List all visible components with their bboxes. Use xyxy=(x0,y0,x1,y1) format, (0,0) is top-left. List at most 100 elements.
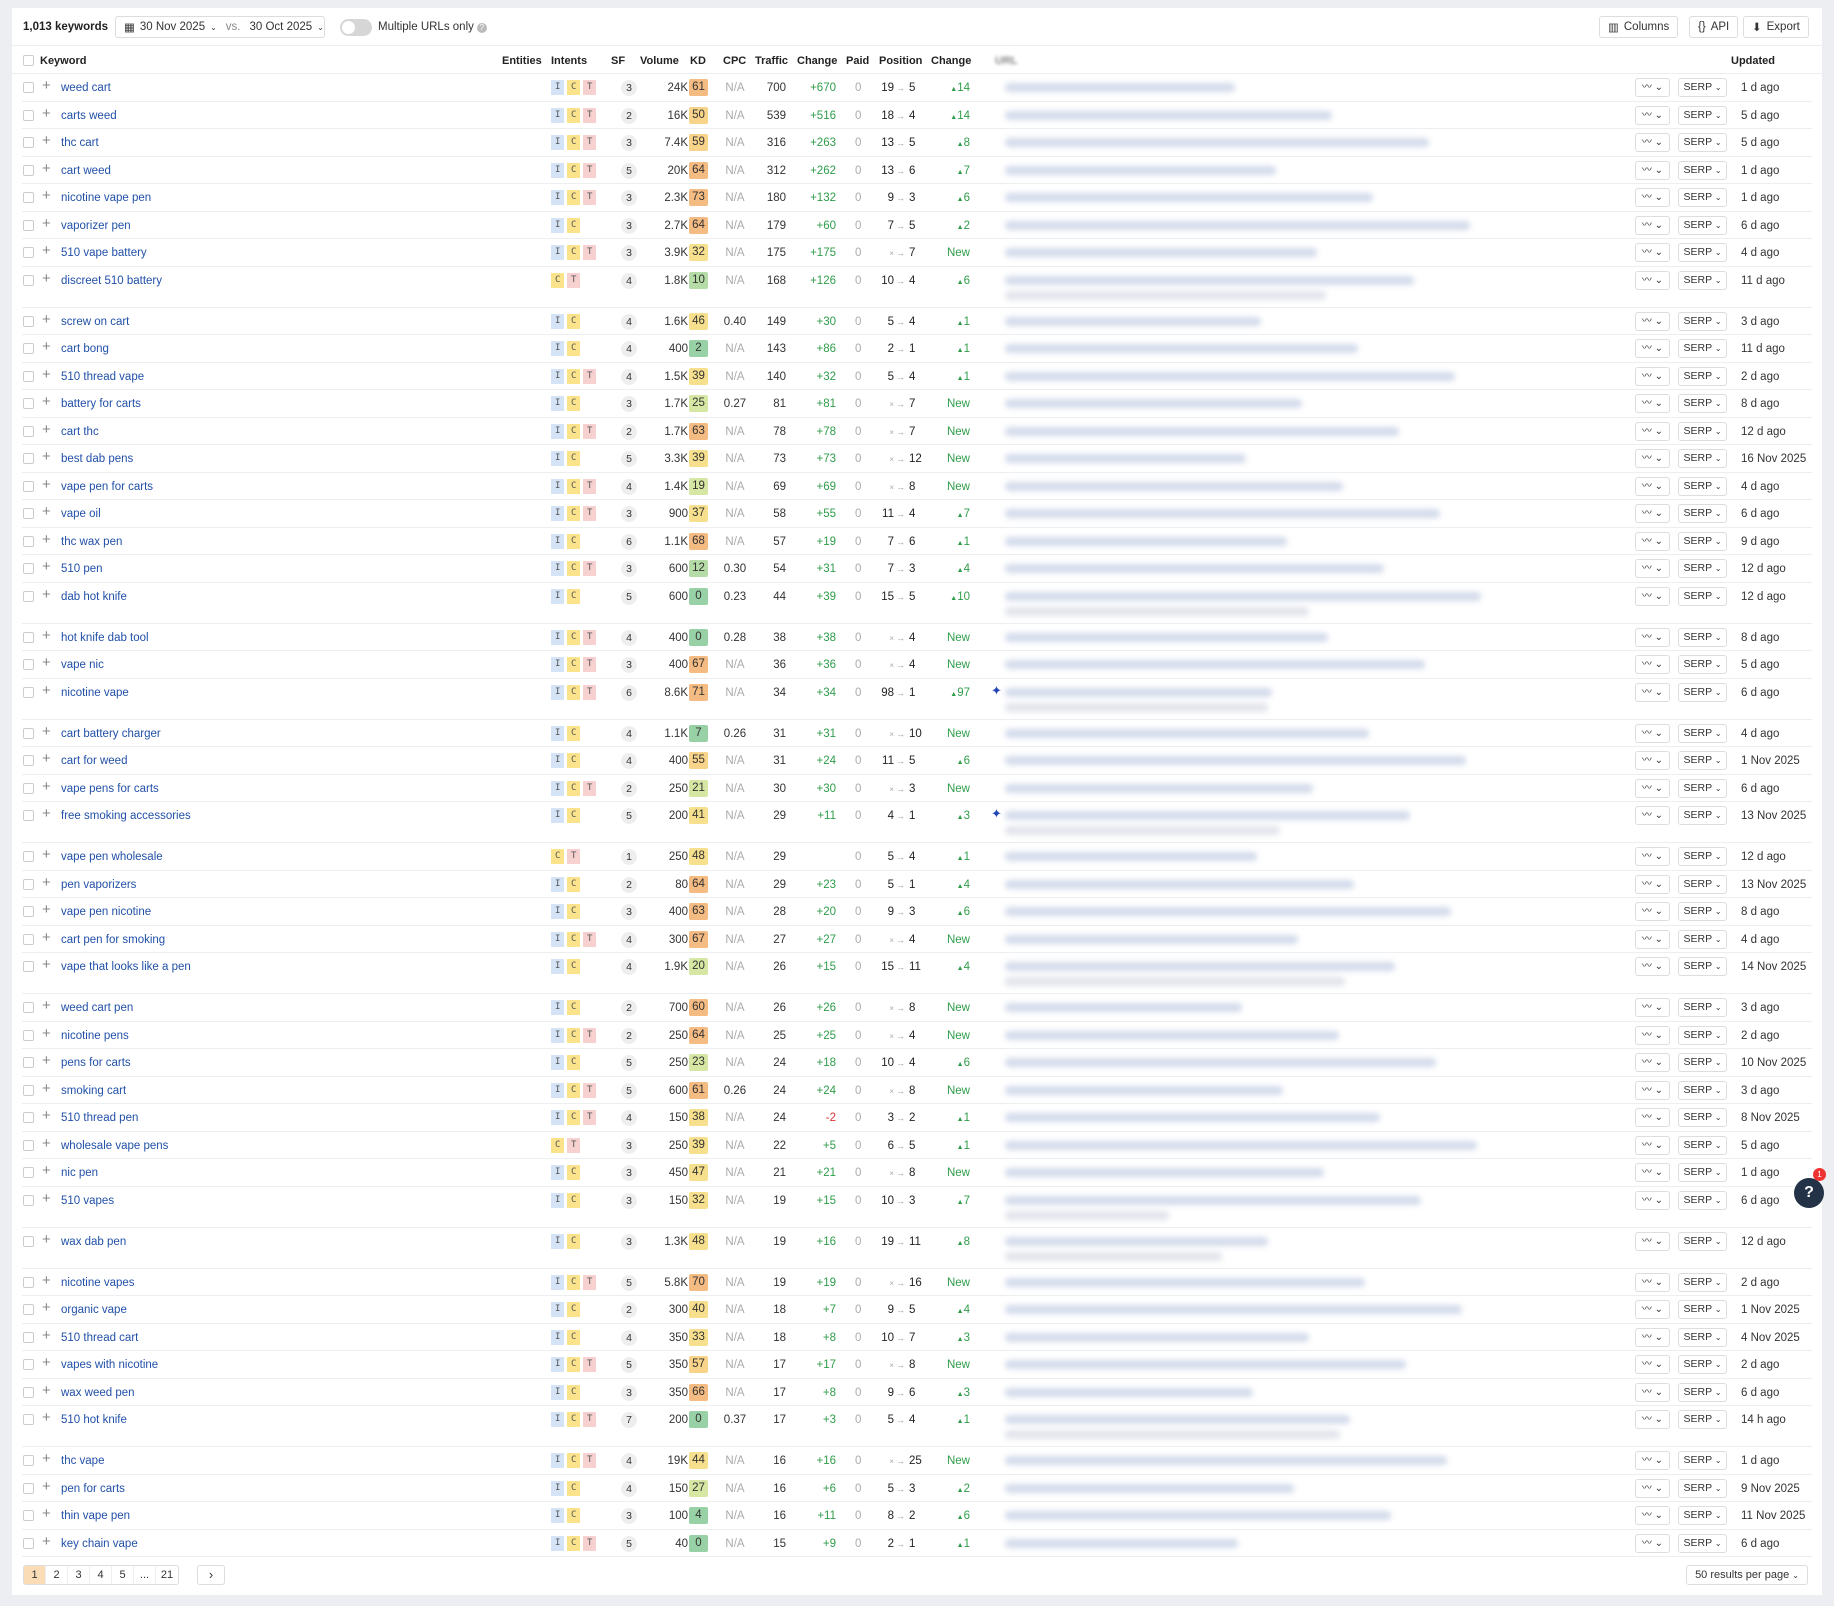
serp-features-count[interactable]: 3 xyxy=(621,80,637,96)
url-blurred[interactable] xyxy=(1005,756,1466,765)
serp-features-count[interactable]: 4 xyxy=(621,272,637,289)
row-checkbox[interactable] xyxy=(23,1167,34,1178)
row-checkbox[interactable] xyxy=(23,727,34,739)
add-to-list-icon[interactable]: + xyxy=(42,1189,51,1207)
keyword-link[interactable]: battery for carts xyxy=(61,398,141,410)
page-button[interactable]: 5 xyxy=(112,1566,134,1584)
row-checkbox[interactable] xyxy=(23,782,34,794)
header-entities[interactable]: Entities xyxy=(502,55,542,67)
url-blurred-secondary[interactable] xyxy=(1005,606,1309,616)
serp-button[interactable]: SERP ⌄ xyxy=(1678,243,1727,262)
url-blurred[interactable] xyxy=(1005,165,1276,175)
row-checkbox[interactable] xyxy=(23,1112,34,1123)
trend-chart-button[interactable]: 〰 ⌄ xyxy=(1635,627,1670,647)
keyword-link[interactable]: vape nic xyxy=(61,659,104,671)
serp-button[interactable]: SERP ⌄ xyxy=(1678,1355,1727,1374)
keyword-link[interactable]: thin vape pen xyxy=(61,1510,131,1522)
keyword-link[interactable]: carts weed xyxy=(61,109,117,122)
url-blurred[interactable] xyxy=(1005,193,1373,202)
serp-features-count[interactable]: 4 xyxy=(621,478,637,495)
row-checkbox[interactable] xyxy=(23,878,34,890)
url-blurred[interactable] xyxy=(1005,344,1358,353)
url-blurred[interactable] xyxy=(1005,1360,1406,1369)
row-checkbox[interactable] xyxy=(23,480,34,492)
trend-chart-button[interactable]: 〰 ⌄ xyxy=(1635,133,1670,152)
add-to-list-icon[interactable]: + xyxy=(42,1409,51,1426)
keyword-link[interactable]: 510 pen xyxy=(61,563,103,575)
serp-button[interactable]: SERP ⌄ xyxy=(1678,1025,1727,1045)
serp-button[interactable]: SERP ⌄ xyxy=(1678,449,1727,468)
trend-chart-button[interactable]: 〰 ⌄ xyxy=(1635,1300,1670,1319)
serp-button[interactable]: SERP ⌄ xyxy=(1678,133,1727,152)
serp-button[interactable]: SERP ⌄ xyxy=(1678,1533,1727,1553)
url-blurred[interactable] xyxy=(1005,852,1257,861)
page-button[interactable]: 4 xyxy=(90,1566,112,1584)
header-intents[interactable]: Intents xyxy=(551,55,588,67)
url-blurred[interactable] xyxy=(1005,632,1328,642)
header-traffic[interactable]: Traffic xyxy=(755,55,789,67)
serp-button[interactable]: SERP ⌄ xyxy=(1678,559,1727,578)
keyword-link[interactable]: nicotine pens xyxy=(61,1029,129,1042)
trend-chart-button[interactable]: 〰 ⌄ xyxy=(1635,311,1670,331)
keyword-link[interactable]: wax weed pen xyxy=(61,1386,135,1399)
serp-features-count[interactable]: 4 xyxy=(621,931,637,948)
trend-chart-button[interactable]: 〰 ⌄ xyxy=(1635,160,1670,180)
trend-chart-button[interactable]: 〰 ⌄ xyxy=(1635,531,1670,551)
trend-chart-button[interactable]: 〰 ⌄ xyxy=(1635,751,1670,770)
url-blurred[interactable] xyxy=(1005,728,1369,738)
row-checkbox[interactable] xyxy=(23,192,34,203)
serp-button[interactable]: SERP ⌄ xyxy=(1678,311,1727,331)
keyword-link[interactable]: cart battery charger xyxy=(61,727,161,740)
serp-button[interactable]: SERP ⌄ xyxy=(1678,957,1727,976)
page-button[interactable]: 2 xyxy=(46,1566,68,1584)
url-blurred[interactable] xyxy=(1005,1113,1380,1122)
trend-chart-button[interactable]: 〰 ⌄ xyxy=(1635,806,1670,825)
url-blurred[interactable] xyxy=(1005,1140,1477,1150)
keyword-link[interactable]: smoking cart xyxy=(61,1084,127,1097)
trend-chart-button[interactable]: 〰 ⌄ xyxy=(1635,1108,1670,1127)
row-checkbox[interactable] xyxy=(23,508,34,519)
date-compare-picker[interactable]: ▦ 30 Nov 2025 ⌄ vs. 30 Oct 2025 ⌄ xyxy=(115,16,325,38)
add-to-list-icon[interactable]: + xyxy=(42,901,51,918)
serp-features-count[interactable]: 3 xyxy=(621,217,637,234)
trend-chart-button[interactable]: 〰 ⌄ xyxy=(1635,957,1670,976)
row-checkbox[interactable] xyxy=(23,563,34,574)
url-blurred[interactable] xyxy=(1005,1456,1447,1465)
url-blurred[interactable] xyxy=(1005,509,1440,518)
trend-chart-button[interactable]: 〰 ⌄ xyxy=(1635,1272,1670,1292)
serp-features-count[interactable]: 3 xyxy=(621,1233,637,1250)
add-to-list-icon[interactable]: + xyxy=(42,873,51,891)
serp-button[interactable]: SERP ⌄ xyxy=(1678,682,1727,702)
row-checkbox[interactable] xyxy=(23,631,34,643)
serp-button[interactable]: SERP ⌄ xyxy=(1678,806,1727,825)
keyword-link[interactable]: nicotine vape xyxy=(61,686,129,699)
header-paid[interactable]: Paid xyxy=(846,55,870,67)
trend-chart-button[interactable]: 〰 ⌄ xyxy=(1635,847,1670,866)
trend-chart-button[interactable]: 〰 ⌄ xyxy=(1635,105,1670,125)
serp-features-count[interactable]: 3 xyxy=(621,245,637,261)
trend-chart-button[interactable]: 〰 ⌄ xyxy=(1635,188,1670,207)
add-to-list-icon[interactable]: + xyxy=(42,420,51,438)
serp-button[interactable]: SERP ⌄ xyxy=(1678,1108,1727,1127)
serp-features-count[interactable]: 5 xyxy=(621,1082,637,1099)
trend-chart-button[interactable]: 〰 ⌄ xyxy=(1635,1231,1670,1251)
serp-features-count[interactable]: 3 xyxy=(621,657,637,673)
serp-features-count[interactable]: 3 xyxy=(621,1384,637,1401)
add-to-list-icon[interactable]: + xyxy=(42,475,51,493)
serp-button[interactable]: SERP ⌄ xyxy=(1678,78,1727,97)
keyword-link[interactable]: thc cart xyxy=(61,137,99,149)
serp-button[interactable]: SERP ⌄ xyxy=(1678,1410,1727,1429)
row-checkbox[interactable] xyxy=(23,1194,34,1206)
trend-chart-button[interactable]: 〰 ⌄ xyxy=(1635,1025,1670,1045)
serp-button[interactable]: SERP ⌄ xyxy=(1678,215,1727,235)
keyword-link[interactable]: best dab pens xyxy=(61,453,134,465)
results-per-page-select[interactable]: 50 results per page ⌄ xyxy=(1686,1565,1808,1585)
url-blurred[interactable] xyxy=(1005,316,1261,326)
row-checkbox[interactable] xyxy=(23,1029,34,1041)
url-blurred[interactable] xyxy=(1005,371,1455,381)
add-to-list-icon[interactable]: + xyxy=(42,1381,51,1399)
add-to-list-icon[interactable]: + xyxy=(42,1299,51,1316)
keyword-link[interactable]: vape oil xyxy=(61,508,101,520)
row-checkbox[interactable] xyxy=(23,659,34,670)
add-to-list-icon[interactable]: + xyxy=(42,77,51,94)
